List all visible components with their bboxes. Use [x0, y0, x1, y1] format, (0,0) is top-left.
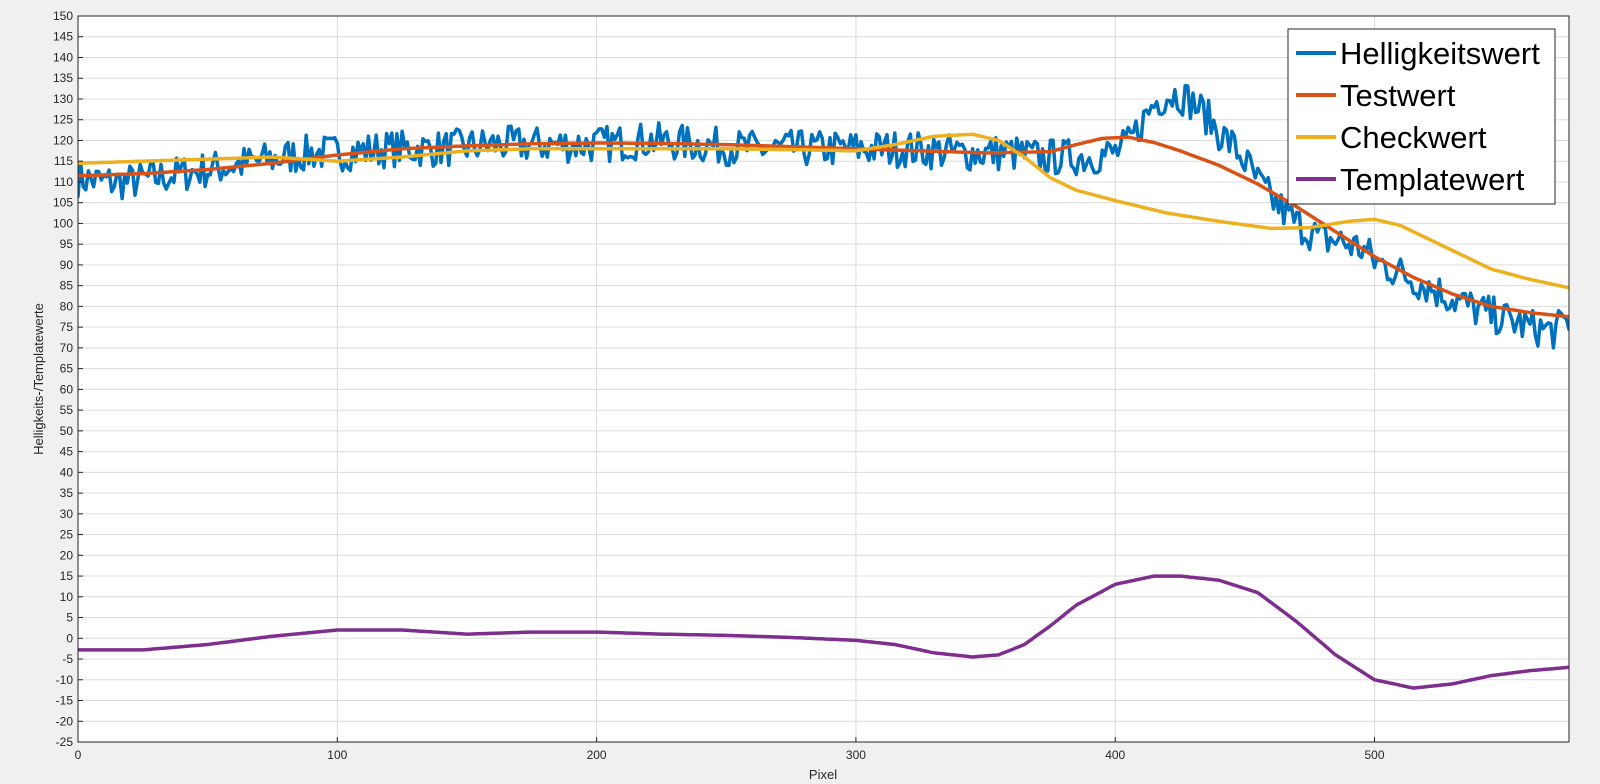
y-tick-label: 150	[53, 9, 73, 23]
series-line-testwert	[78, 135, 1569, 319]
y-tick-label: 0	[66, 631, 73, 645]
y-tick-label: 40	[60, 465, 74, 479]
x-tick-label: 300	[846, 748, 866, 762]
y-tick-label: 70	[60, 341, 74, 355]
y-tick-label: 35	[60, 486, 74, 500]
x-tick-label: 500	[1365, 748, 1385, 762]
x-tick-label: 100	[327, 748, 347, 762]
y-tick-label: 100	[53, 216, 73, 230]
series-line-checkwert	[78, 132, 1569, 290]
y-tick-label: -25	[56, 735, 74, 749]
y-tick-label: 60	[60, 382, 74, 396]
legend-entry: Helligkeitswert	[1340, 36, 1540, 71]
y-tick-label: 140	[53, 50, 73, 64]
y-tick-label: 115	[54, 154, 73, 168]
y-tick-label: 50	[60, 424, 74, 438]
y-tick-label: 120	[53, 133, 73, 147]
y-tick-label: -5	[62, 652, 73, 666]
legend-box	[1287, 28, 1556, 205]
y-tick-label: 65	[60, 362, 74, 376]
y-tick-label: 25	[60, 528, 74, 542]
y-tick-label: 45	[60, 445, 74, 459]
legend-entry: Checkwert	[1340, 120, 1487, 155]
y-tick-label: 85	[60, 279, 74, 293]
y-tick-label: 135	[53, 71, 73, 85]
legend-entry: Templatewert	[1340, 162, 1525, 197]
y-tick-label: 20	[60, 548, 74, 562]
plot-frame	[77, 15, 1570, 743]
y-tick-label: 110	[54, 175, 73, 189]
x-tick-label: 200	[587, 748, 607, 762]
x-tick-label: 0	[75, 748, 82, 762]
y-tick-label: 80	[60, 299, 74, 313]
y-tick-label: -15	[56, 694, 74, 708]
y-tick-label: 55	[60, 403, 74, 417]
y-tick-label: 30	[60, 507, 74, 521]
y-tick-label: 125	[53, 113, 73, 127]
y-tick-label: 15	[60, 569, 74, 583]
series-layer	[78, 83, 1569, 690]
y-tick-label: 10	[60, 590, 74, 604]
y-tick-label: 95	[60, 237, 74, 251]
y-tick-label: -10	[56, 673, 74, 687]
y-tick-label: 5	[66, 611, 73, 625]
legend-entry: Testwert	[1340, 78, 1456, 113]
series-line-templatewert	[78, 574, 1569, 690]
y-tick-label: 75	[60, 320, 74, 334]
legend: Helligkeitswert Testwert Checkwert Template…	[1287, 28, 1556, 205]
x-axis-label: Pixel	[809, 767, 837, 782]
y-axis-label: Helligkeits-/Templatewerte	[31, 303, 46, 455]
y-tick-label: 145	[53, 30, 73, 44]
axes: -25 -20 -15 -10 -5 0 5 10 15 20 25 30 35 40 45 50 55 60 65…	[53, 9, 1385, 762]
y-tick-label: -20	[56, 714, 74, 728]
x-tick-label: 400	[1105, 748, 1125, 762]
y-tick-label: 130	[53, 92, 73, 106]
y-tick-label: 105	[53, 196, 73, 210]
y-tick-label: 90	[60, 258, 74, 272]
